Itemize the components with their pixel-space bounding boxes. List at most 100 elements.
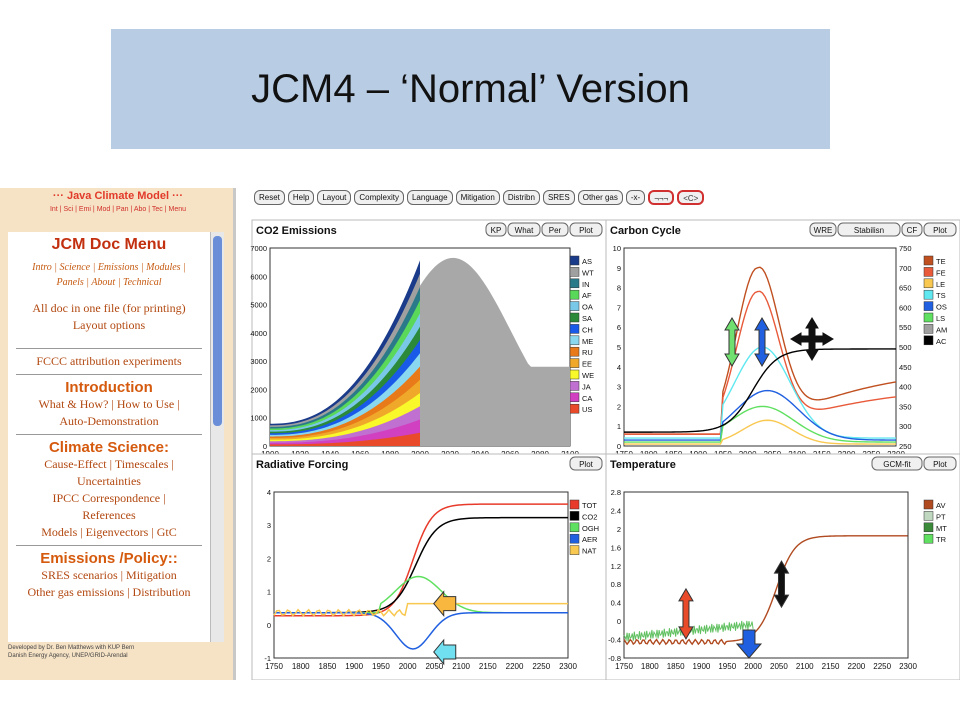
co2-legend-label: AS [582, 257, 592, 266]
co2-legend-label: WT [582, 268, 594, 277]
carbon-button-cf[interactable] [901, 222, 923, 237]
carbon-y-tick: 3 [617, 383, 621, 392]
toolbar-button-5[interactable]: Mitigation [455, 190, 500, 205]
forcing-x-tick: 2200 [506, 662, 524, 671]
carbon-y2-tick: 550 [899, 323, 912, 332]
carbon-y2-tick: 300 [899, 422, 912, 431]
intro-line-1[interactable]: What & How? | How to Use | [38, 397, 180, 411]
top-link-abo[interactable]: Abo [133, 206, 147, 213]
jcm-app-window: ··· Java Climate Model ··· Int | Sci | E… [0, 188, 960, 680]
co2-title: CO2 Emissions [256, 225, 337, 237]
doc-links-1[interactable]: Intro | Science | Emissions | Modules | [32, 262, 186, 273]
co2-button-per[interactable] [541, 222, 569, 237]
toolbar-button-8[interactable]: Other gas [577, 190, 623, 205]
co2-button-label: What [515, 226, 534, 235]
temp-plot-box [623, 491, 909, 659]
carbon-button-stabilisn[interactable] [837, 222, 901, 237]
carbon-y-tick: 0 [617, 442, 621, 451]
temp-x-tick: 1850 [667, 662, 685, 671]
separator: | [128, 206, 134, 213]
science-line-2[interactable]: Uncertainties [77, 474, 141, 488]
temp-x-tick: 1900 [693, 662, 711, 671]
toolbar-button-9[interactable]: -x- [625, 190, 646, 205]
sidebar-footer: Developed by Dr. Ben Matthews with KUP B… [8, 644, 228, 660]
carbon-button-plot[interactable] [923, 222, 957, 237]
co2-button-plot[interactable] [569, 222, 603, 237]
science-line-5[interactable]: Models | Eigenvectors | GtC [41, 525, 177, 539]
scroll-thumb[interactable] [213, 236, 222, 426]
forcing-legend-swatch [569, 545, 580, 555]
forcing-legend-label: TOT [582, 501, 597, 510]
toolbar-button-7[interactable]: SRES [542, 190, 575, 205]
doc-links-2[interactable]: Panels | About | Technical [56, 277, 162, 288]
science-line-4[interactable]: References [82, 508, 136, 522]
top-link-emi[interactable]: Emi [78, 206, 91, 213]
forcing-arrow-yellow [433, 590, 457, 618]
main-toolbar: Reset Help Layout Complexity Language Mitigat… [254, 190, 705, 208]
carbon-series-line [624, 419, 896, 445]
separator: | [162, 206, 169, 213]
toolbar-button-6[interactable]: Distribn [502, 190, 540, 205]
carbon-y-tick: 2 [617, 402, 621, 411]
co2-button-what[interactable] [507, 222, 541, 237]
co2-legend-label: US [582, 405, 592, 414]
toolbar-button-4[interactable]: Language [406, 190, 453, 205]
layout-options-link[interactable]: Layout options [72, 318, 146, 332]
carbon-legend-swatch [923, 289, 934, 300]
temp-arrow-black [773, 560, 790, 609]
science-line-3[interactable]: IPCC Correspondence | [52, 491, 166, 505]
carbon-arrow-green [724, 317, 740, 367]
co2-legend-label: EE [582, 360, 592, 369]
co2-y-tick: 1000 [250, 414, 267, 423]
toolbar-button-3[interactable]: Complexity [354, 190, 404, 205]
forcing-y-tick: 2 [267, 554, 271, 563]
carbon-y2-tick: 450 [899, 363, 912, 372]
fccc-link[interactable]: FCCC attribution experiments [36, 354, 182, 368]
science-line-1[interactable]: Cause-Effect | Timescales | [44, 457, 174, 471]
toolbar-button-10[interactable]: ¬¬¬ [648, 190, 675, 205]
separator: | [146, 206, 152, 213]
carbon-y2-tick: 750 [899, 244, 912, 253]
intro-line-2[interactable]: Auto-Demonstration [59, 414, 159, 428]
emissions-line-2[interactable]: Other gas emissions | Distribution [27, 585, 191, 599]
forcing-arrow-cyan [433, 638, 457, 666]
carbon-series-line [624, 290, 897, 435]
toolbar-button-1[interactable]: Help [287, 190, 315, 205]
all-doc-link[interactable]: All doc in one file (for printing) [32, 301, 186, 315]
carbon-button-wre[interactable] [809, 222, 837, 237]
toolbar-button-0[interactable]: Reset [254, 190, 285, 205]
top-link-menu[interactable]: Menu [168, 206, 187, 213]
temp-legend-swatch [923, 511, 934, 521]
forcing-button-plot[interactable] [569, 456, 603, 471]
top-link-pan[interactable]: Pan [116, 206, 129, 213]
co2-region-area [270, 432, 420, 446]
carbon-arrow-blue [754, 317, 770, 367]
co2-legend-swatch [569, 289, 580, 300]
co2-legend-swatch [569, 403, 580, 414]
temp-button-gcm-fit[interactable] [871, 456, 923, 471]
doc-scrollbar[interactable] [210, 232, 224, 642]
divider [16, 374, 202, 375]
temp-button-plot[interactable] [923, 456, 957, 471]
toolbar-button-2[interactable]: Layout [317, 190, 352, 205]
carbon-legend-label: TE [936, 257, 946, 266]
forcing-x-tick: 1800 [292, 662, 310, 671]
toolbar-button-11[interactable]: <C> [677, 190, 705, 205]
co2-y-tick: 4000 [250, 329, 267, 338]
carbon-y2-tick: 250 [899, 442, 912, 451]
co2-legend-swatch [569, 346, 580, 357]
co2-button-kp[interactable] [485, 222, 507, 237]
co2-projection-area [420, 257, 570, 446]
carbon-series-line [624, 348, 896, 433]
emissions-line-1[interactable]: SRES scenarios | Mitigation [41, 568, 177, 582]
top-link-int[interactable]: Int [49, 206, 58, 213]
top-link-tec[interactable]: Tec [151, 206, 163, 213]
carbon-y-tick: 10 [613, 244, 621, 253]
co2-legend-label: SA [582, 314, 592, 323]
forcing-y-tick: 4 [267, 488, 271, 497]
top-link-mod[interactable]: Mod [96, 206, 111, 213]
divider [16, 545, 202, 546]
temp-y-tick: 0 [617, 617, 621, 626]
temp-legend-swatch [923, 499, 934, 510]
top-link-sci[interactable]: Sci [63, 206, 74, 213]
